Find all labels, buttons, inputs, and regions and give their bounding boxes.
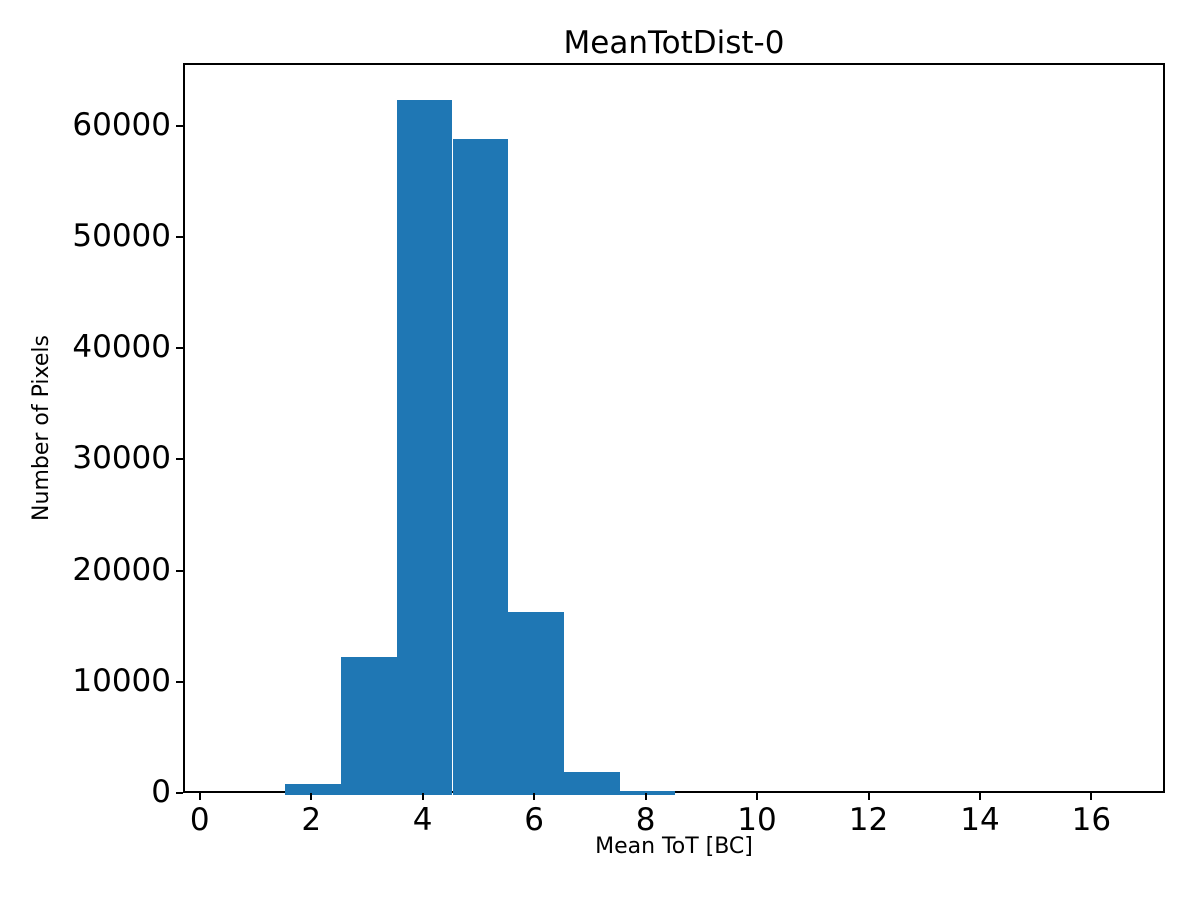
y-tick-mark <box>176 235 183 238</box>
histogram-bar <box>619 790 676 795</box>
x-tick-mark <box>644 793 647 800</box>
y-tick-label: 60000 <box>72 106 171 143</box>
x-tick-label: 10 <box>737 802 777 838</box>
x-tick-label: 12 <box>848 802 889 838</box>
y-axis-label: Number of Pixels <box>28 335 54 521</box>
y-tick-label: 40000 <box>72 329 171 365</box>
x-tick-label: 4 <box>412 802 433 838</box>
y-tick-mark <box>176 569 183 572</box>
x-tick-mark <box>198 793 201 800</box>
chart-title: MeanTotDist-0 <box>563 25 785 61</box>
y-tick-mark <box>176 792 183 794</box>
x-tick-mark <box>1090 793 1093 800</box>
y-tick-mark <box>176 680 183 683</box>
x-tick-mark <box>310 793 313 800</box>
histogram-bar <box>285 783 341 795</box>
y-tick-label: 30000 <box>72 440 171 477</box>
x-tick-mark <box>421 793 424 800</box>
histogram-bar <box>341 657 397 795</box>
y-tick-label: 50000 <box>72 217 171 254</box>
y-tick-label: 20000 <box>72 551 171 588</box>
x-tick-mark <box>979 793 981 800</box>
y-tick-mark <box>176 347 183 349</box>
x-tick-label: 16 <box>1071 802 1112 838</box>
x-tick-mark <box>756 793 758 800</box>
y-tick-label: 0 <box>151 774 171 810</box>
histogram-bar <box>396 99 453 795</box>
x-tick-mark <box>533 793 536 800</box>
histogram-bar <box>452 138 509 795</box>
x-tick-label: 8 <box>635 802 656 838</box>
x-tick-label: 0 <box>189 802 210 838</box>
x-axis-label: Mean ToT [BC] <box>595 834 753 859</box>
y-tick-label: 10000 <box>72 662 171 699</box>
plot-area <box>183 63 1165 795</box>
histogram-bar <box>564 771 620 795</box>
x-tick-label: 14 <box>960 802 1000 838</box>
x-tick-label: 6 <box>524 802 544 838</box>
x-tick-mark <box>867 793 870 800</box>
histogram-bar <box>508 611 564 795</box>
y-tick-mark <box>176 458 183 461</box>
y-tick-mark <box>176 124 183 127</box>
x-tick-label: 2 <box>301 802 322 838</box>
